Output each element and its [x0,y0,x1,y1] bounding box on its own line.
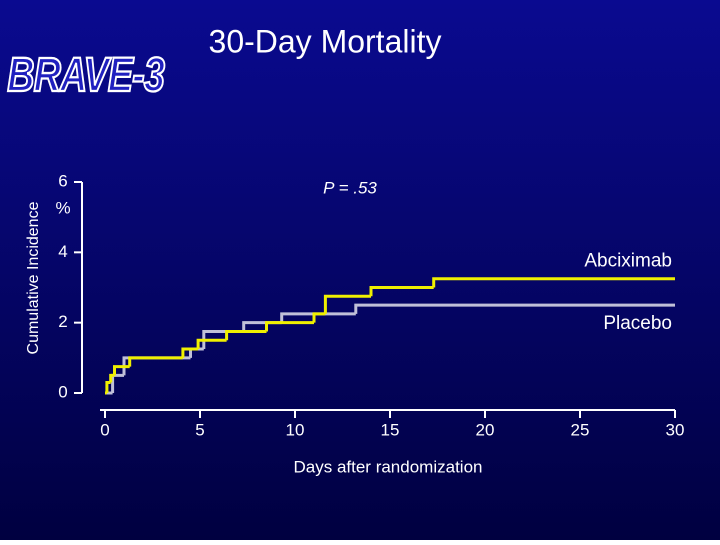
x-tick-label: 5 [195,420,204,439]
step-segment [109,373,115,383]
step-segment [432,277,675,288]
step-segment [128,356,183,367]
x-tick-label: 0 [100,420,109,439]
x-tick-label: 30 [666,420,685,439]
step-segment [113,365,130,376]
annotation: P = .53 [323,178,377,197]
step-segment [354,303,675,314]
chart-title: 30-Day Mortality [209,23,442,59]
y-unit: % [55,198,70,217]
step-segment [280,312,356,323]
series-label: Abciximab [584,251,672,272]
x-axis-label: Days after randomization [294,457,483,476]
y-tick-label: 2 [58,312,67,331]
x-tick-label: 15 [381,420,400,439]
y-tick-label: 4 [58,242,67,261]
x-tick-label: 25 [571,420,590,439]
series-label: Placebo [603,313,672,334]
x-tick-label: 10 [286,420,305,439]
step-segment [225,329,267,341]
step-segment [323,294,371,314]
step-segment [369,286,434,297]
step-segment [312,312,326,323]
y-tick-label: 6 [58,171,67,190]
step-segment [196,338,227,350]
y-tick-label: 0 [58,382,67,401]
logo: BRAVE-3 [7,49,165,102]
y-axis-label: Cumulative Incidence [25,201,42,354]
step-segment [181,347,199,358]
x-tick-label: 20 [476,420,495,439]
step-segment [265,321,314,332]
